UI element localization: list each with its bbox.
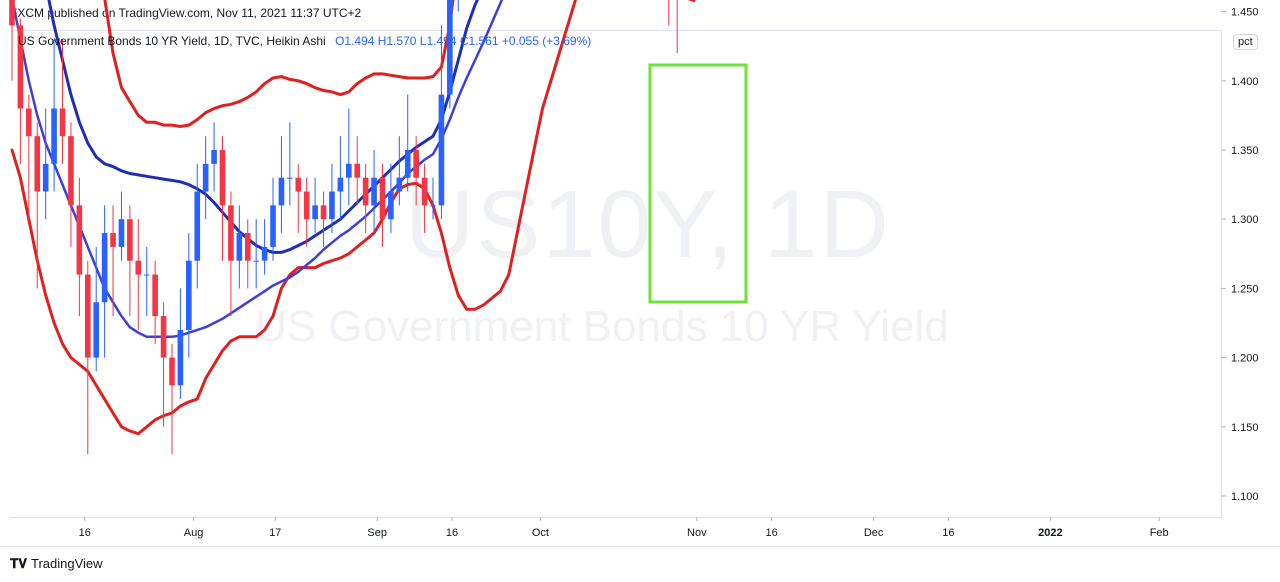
candle-body	[127, 219, 133, 261]
candle-body	[93, 302, 99, 358]
candle-body	[371, 177, 377, 206]
footer	[0, 546, 1280, 582]
time-tick-label: 16	[942, 527, 954, 539]
candle-body	[152, 274, 158, 317]
candle-body	[396, 177, 403, 192]
candle-body	[110, 233, 116, 247]
candle-body	[169, 357, 175, 386]
price-tick-label: 1.100	[1231, 491, 1259, 503]
candle-body	[219, 150, 226, 206]
candle-body	[186, 260, 192, 330]
middle-band-line	[47, 0, 479, 254]
price-tick-label: 1.200	[1231, 353, 1259, 365]
time-tick-label: 16	[446, 527, 458, 539]
candle-body	[270, 205, 276, 247]
watermark-description: US Government Bonds 10 YR Yield	[255, 302, 949, 351]
candle-body	[388, 191, 394, 220]
time-tick-label: 16	[79, 527, 91, 539]
price-axis[interactable]	[1221, 30, 1280, 517]
time-tick-label: Feb	[1150, 527, 1169, 539]
candle-body	[346, 163, 352, 178]
legend-ohlc: O1.494 H1.570 L1.494 C1.561 +0.055 (+3.6…	[335, 34, 592, 48]
time-axis[interactable]	[10, 517, 1221, 548]
tradingview-logo-icon: 𝐓𝐕	[10, 556, 27, 571]
candle-body	[236, 233, 243, 261]
candle-body	[312, 205, 318, 220]
inner-band-line	[11, 0, 504, 339]
upper-band-line	[103, 0, 455, 128]
candle-body	[362, 177, 369, 206]
candle-body	[430, 205, 436, 207]
candle-body	[17, 25, 24, 109]
candle-body	[84, 274, 91, 358]
published-info: FXCM published on TradingView.com, Nov 1…	[10, 6, 362, 20]
candle-body	[118, 219, 125, 247]
watermark-ticker: US10Y, 1D	[405, 171, 891, 278]
candle-body	[177, 329, 184, 386]
candle-body	[329, 191, 335, 220]
candle-body	[244, 233, 251, 261]
time-tick-label: 2022	[1038, 527, 1062, 539]
candle-body	[51, 108, 57, 164]
chart-legend: US Government Bonds 10 YR Yield, 1D, TVC…	[18, 34, 591, 48]
candle-body	[261, 246, 268, 261]
tradingview-logo[interactable]: 𝐓𝐕 TradingView	[10, 556, 103, 572]
candle-body	[287, 177, 293, 179]
tradingview-brand: TradingView	[31, 556, 103, 571]
price-tick-label: 1.150	[1231, 422, 1259, 434]
candle-body	[143, 274, 150, 276]
candle-body	[379, 177, 386, 220]
candle-body	[228, 205, 234, 261]
candle-body	[76, 205, 83, 275]
price-tick-label: 1.300	[1231, 214, 1259, 226]
candle-body	[303, 191, 310, 220]
candle-body	[438, 94, 445, 206]
time-tick-label: Oct	[532, 527, 549, 539]
lower-band-line	[10, 0, 696, 436]
candle-body	[160, 316, 167, 358]
price-tick-label: 1.350	[1231, 145, 1259, 157]
candle-body	[26, 108, 32, 137]
candle-body	[421, 177, 428, 206]
time-tick-label: Dec	[864, 527, 884, 539]
candle-body	[278, 177, 285, 206]
candle-body	[202, 163, 209, 192]
candle-body	[9, 0, 15, 26]
candle-body	[42, 163, 49, 192]
candle-body	[320, 205, 327, 220]
candle-body	[135, 260, 142, 275]
candle-body	[34, 136, 41, 192]
time-tick-label: Sep	[367, 527, 387, 539]
time-tick-label: 16	[765, 527, 777, 539]
highlight-box	[648, 63, 748, 304]
candle-body	[68, 136, 74, 206]
legend-title: US Government Bonds 10 YR Yield, 1D, TVC…	[18, 34, 326, 48]
candle-body	[194, 191, 201, 261]
candle-body	[413, 150, 419, 178]
candle-body	[59, 108, 66, 137]
candle-body	[211, 150, 217, 164]
chart-pane[interactable]	[10, 30, 1221, 518]
candle-body	[447, 0, 453, 95]
time-tick-label: Nov	[687, 527, 707, 539]
candle-body	[253, 260, 259, 262]
price-tick-label: 1.450	[1231, 7, 1259, 19]
time-tick-label: Aug	[184, 527, 204, 539]
candle-body	[295, 177, 302, 192]
candle-body	[354, 163, 361, 178]
candle-body	[101, 233, 108, 303]
price-tick-label: 1.250	[1231, 283, 1259, 295]
price-tick-label: 1.400	[1231, 76, 1259, 88]
candle-body	[404, 150, 411, 178]
time-tick-label: 17	[269, 527, 281, 539]
candle-body	[337, 177, 344, 192]
percent-scale-button[interactable]: pct	[1233, 34, 1258, 50]
